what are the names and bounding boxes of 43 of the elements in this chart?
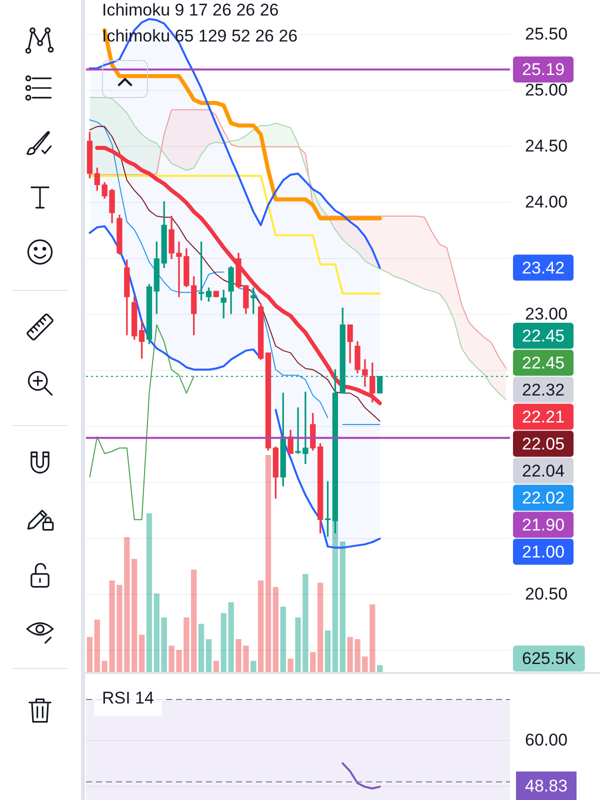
text: 22.02 [522,488,565,508]
bar [161,617,167,672]
text: RSI 14 [102,688,154,708]
bar [132,558,138,672]
bar [146,513,152,672]
bar [280,606,286,672]
text: 21.00 [522,542,565,562]
bar [324,630,331,672]
bar [154,594,160,672]
y-tick-label: 24.50 [525,136,568,156]
bar [198,624,204,672]
text: 22.04 [522,461,565,480]
y-tick-label: 25.50 [525,24,568,44]
y-tick-label: 23.00 [525,304,568,324]
bar [86,636,93,672]
text: 21.90 [522,515,565,534]
text: 625.5K [522,649,577,668]
y-tick-label: 24.00 [525,192,568,212]
ref-line-label: 22.45 [522,326,565,346]
y-tick-label: 48.83 [525,776,568,796]
bar [288,658,294,672]
bar [265,455,272,672]
bar [317,582,324,672]
bar [272,587,279,672]
bar [376,665,383,672]
y-tick-label: 20.50 [525,584,568,604]
y-tick-label: 25.00 [525,80,568,100]
text: 22.05 [522,434,565,454]
bar [258,580,264,672]
bar [94,620,100,672]
text: 22.32 [522,380,565,400]
text: 22.21 [522,407,565,426]
bar [340,541,346,672]
bar [310,652,316,672]
ref-line-label: 25.19 [522,60,565,80]
bar [250,660,256,672]
bar [213,660,220,672]
bar [138,634,145,672]
text: 22.45 [522,353,565,372]
bar [206,639,212,672]
y-tick-label: 60.00 [525,730,568,750]
chart-title: Ichimoku 9 17 26 26 26 [102,0,279,20]
text: 23.42 [522,258,565,278]
